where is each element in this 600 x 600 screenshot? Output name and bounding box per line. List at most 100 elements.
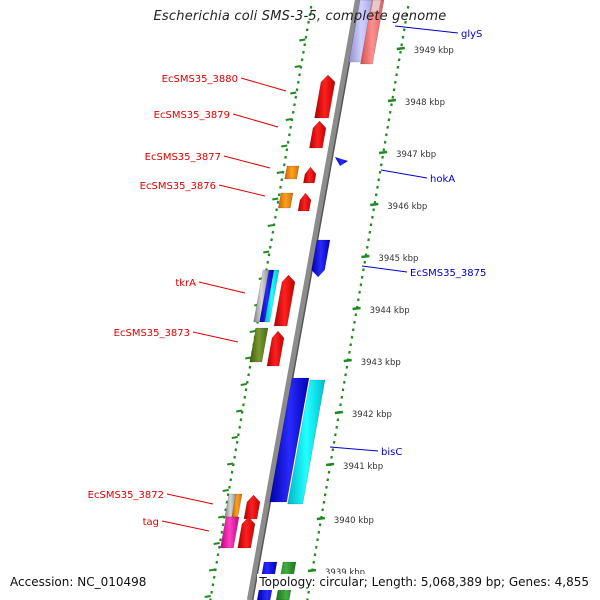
ring-dot xyxy=(210,590,213,594)
ring-dot xyxy=(245,380,249,384)
ring-dot xyxy=(219,538,222,542)
ring-dot xyxy=(336,418,340,422)
ring-dot xyxy=(230,470,234,474)
ring-dot xyxy=(229,478,233,482)
left-label-leader xyxy=(161,520,210,532)
ring-dot xyxy=(215,560,219,564)
left-gene-label: tkrA xyxy=(175,278,196,289)
ring-dot xyxy=(211,583,215,587)
ring-dot xyxy=(357,298,360,302)
ring-dot xyxy=(353,320,356,324)
ring-dot xyxy=(307,20,310,24)
scale-tick-label: 3947 kbp xyxy=(396,150,436,160)
ring-dot xyxy=(376,185,379,189)
ring-dot xyxy=(240,410,244,414)
ring-dash xyxy=(267,224,274,227)
ring-dot xyxy=(323,493,327,497)
scale-tick-label: 3941 kbp xyxy=(343,462,383,472)
scale-tick-mark xyxy=(396,46,405,51)
gene-ecsms35-3877-b xyxy=(303,166,317,184)
ring-dash xyxy=(204,595,211,598)
scale-tick-mark xyxy=(316,516,326,521)
ring-dot xyxy=(325,485,328,489)
ring-dash xyxy=(222,489,229,492)
ring-dot xyxy=(294,95,298,99)
ring-dot xyxy=(374,193,378,197)
scale-tick-mark xyxy=(361,254,370,259)
ring-dot xyxy=(326,478,330,482)
ring-dot xyxy=(371,215,374,219)
ring-dash xyxy=(213,542,220,545)
gene-tag-pink xyxy=(220,516,240,549)
ring-dash xyxy=(209,568,216,572)
right-gene-label: bisC xyxy=(381,447,402,458)
ring-dot xyxy=(220,530,224,534)
left-gene-label: EcSMS35_3876 xyxy=(140,181,216,192)
map-title: Escherichia coli SMS-3-5, complete genom… xyxy=(153,9,447,24)
left-label-leader xyxy=(223,155,271,169)
ring-dot xyxy=(267,253,271,257)
ring-dash xyxy=(294,65,301,68)
ring-dot xyxy=(293,103,296,107)
right-label-leader xyxy=(361,265,408,273)
ring-dot xyxy=(268,245,272,249)
ring-dot xyxy=(365,245,369,249)
scale-tick-mark xyxy=(334,410,344,415)
ring-dot xyxy=(316,538,319,542)
ring-dot xyxy=(334,433,337,437)
ring-dot xyxy=(351,328,355,332)
ring-dot xyxy=(284,155,287,159)
ring-dot xyxy=(247,373,250,377)
ring-dash xyxy=(299,38,306,42)
ring-dot xyxy=(342,380,346,384)
ring-dot xyxy=(307,590,310,594)
ring-dot xyxy=(344,373,347,377)
ring-dot xyxy=(212,575,216,579)
ring-dot xyxy=(392,88,396,92)
ring-dot xyxy=(244,388,248,392)
gene-hoka xyxy=(335,157,348,166)
ring-dot xyxy=(303,43,307,47)
ring-dot xyxy=(214,568,217,572)
ring-dot xyxy=(302,50,305,54)
ring-dot xyxy=(348,350,351,354)
ring-dot xyxy=(285,148,289,152)
ring-dot xyxy=(286,140,290,144)
gene-ecsms35-3879 xyxy=(309,120,327,149)
ring-dot xyxy=(270,238,273,242)
ring-dot xyxy=(223,515,226,519)
ring-dot xyxy=(242,403,245,407)
gene-ecsms35-3873-olive xyxy=(249,327,269,363)
ring-dot xyxy=(235,440,239,444)
ring-dot xyxy=(313,553,317,557)
left-gene-label: EcSMS35_3877 xyxy=(145,152,221,163)
ring-dot xyxy=(373,200,377,204)
gene-ecsms35-3876-b xyxy=(297,192,312,212)
gene-top-salmon xyxy=(360,0,385,65)
scale-tick-mark xyxy=(378,150,388,155)
ring-dot xyxy=(314,545,318,549)
ring-dot xyxy=(317,530,321,534)
ring-dot xyxy=(318,523,322,527)
gene-tkra-red xyxy=(273,274,296,327)
ring-dot xyxy=(377,178,381,182)
gene-bisc-blue xyxy=(269,377,310,503)
scale-tick-label: 3939 kbp xyxy=(325,568,365,578)
gene-ecsms35-3872-red xyxy=(243,494,261,520)
ring-dash xyxy=(272,197,279,201)
right-label-leader xyxy=(380,169,428,179)
ring-dot xyxy=(372,208,375,212)
ring-dot xyxy=(248,365,252,369)
right-label-leader xyxy=(329,446,379,452)
ring-dot xyxy=(349,343,353,347)
ring-dot xyxy=(321,508,324,512)
ring-dot xyxy=(279,185,282,189)
ring-dot xyxy=(359,283,363,287)
ring-dash xyxy=(290,91,297,95)
ring-dot xyxy=(382,148,386,152)
gene-ecsms35-3880 xyxy=(314,74,336,119)
ring-dot xyxy=(401,35,405,39)
ring-dot xyxy=(393,80,397,84)
ring-dot xyxy=(266,260,270,264)
